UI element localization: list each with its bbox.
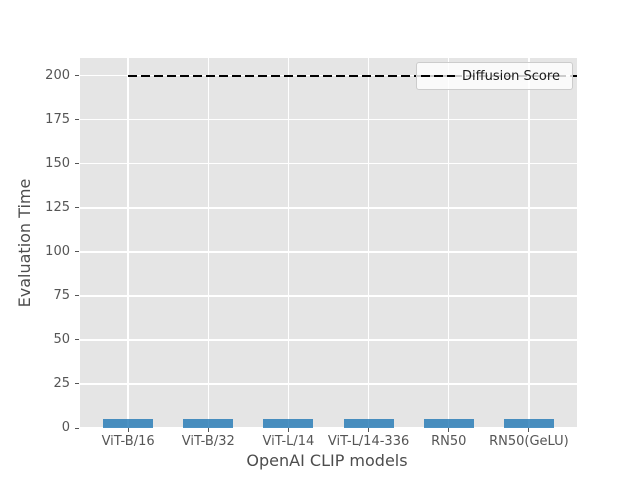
y-tick-label: 125 — [45, 199, 70, 215]
bar — [343, 419, 394, 428]
y-tick-mark — [75, 163, 79, 165]
x-gridline — [287, 58, 290, 428]
bar — [263, 419, 314, 428]
y-tick-mark — [75, 383, 79, 385]
x-gridline — [207, 58, 209, 428]
y-axis-label: Evaluation Time — [15, 178, 34, 308]
y-tick-label: 175 — [45, 111, 70, 127]
x-tick-mark — [287, 428, 289, 432]
y-tick-mark — [75, 207, 79, 209]
dashed-line-legend-swatch — [421, 75, 455, 77]
x-tick-mark — [528, 428, 530, 432]
bar — [183, 419, 234, 428]
x-gridline — [528, 58, 530, 428]
y-tick-mark — [75, 295, 79, 297]
x-tick-label: ViT-L/14 — [262, 434, 315, 449]
y-tick-label: 75 — [53, 287, 70, 303]
y-tick-mark — [75, 427, 79, 429]
y-gridline — [80, 162, 577, 165]
y-gridline — [80, 295, 577, 297]
y-gridline — [80, 427, 577, 429]
bar — [103, 419, 154, 428]
y-tick-label: 50 — [53, 331, 70, 347]
y-tick-label: 150 — [45, 155, 70, 171]
x-tick-mark — [448, 428, 450, 432]
y-gridline — [80, 118, 577, 121]
y-gridline — [80, 383, 577, 385]
y-gridline — [80, 207, 577, 209]
x-tick-label: ViT-B/16 — [101, 434, 155, 449]
y-tick-label: 25 — [53, 375, 70, 391]
y-tick-mark — [75, 339, 79, 341]
y-gridline — [80, 251, 577, 253]
x-tick-label: ViT-L/14-336 — [327, 434, 410, 449]
y-tick-mark — [75, 75, 79, 77]
x-tick-mark — [127, 428, 129, 432]
x-gridline — [367, 58, 370, 428]
y-tick-mark — [75, 119, 79, 121]
bar — [423, 419, 474, 428]
legend: Diffusion Score — [416, 62, 573, 90]
x-tick-mark — [368, 428, 370, 432]
y-tick-label: 100 — [45, 243, 70, 259]
plot-area: 0 25 50 75 100 125 150 175 200 ViT-B/16 ViT-B/32 Vi… — [45, 58, 577, 449]
y-tick-label: 0 — [61, 420, 70, 435]
x-tick-label: RN50(GeLU) — [489, 434, 569, 449]
bar — [503, 419, 554, 428]
x-gridline — [447, 58, 450, 428]
y-gridline — [80, 339, 577, 341]
x-gridline — [127, 58, 129, 428]
x-tick-mark — [207, 428, 209, 432]
diffusion-score-line — [128, 74, 577, 77]
x-tick-label: RN50 — [431, 434, 467, 449]
legend-label: Diffusion Score — [462, 68, 560, 84]
x-tick-label: ViT-B/32 — [181, 434, 235, 449]
x-axis-label: OpenAI CLIP models — [246, 451, 408, 470]
y-tick-mark — [75, 251, 79, 253]
y-tick-label: 200 — [45, 67, 70, 83]
